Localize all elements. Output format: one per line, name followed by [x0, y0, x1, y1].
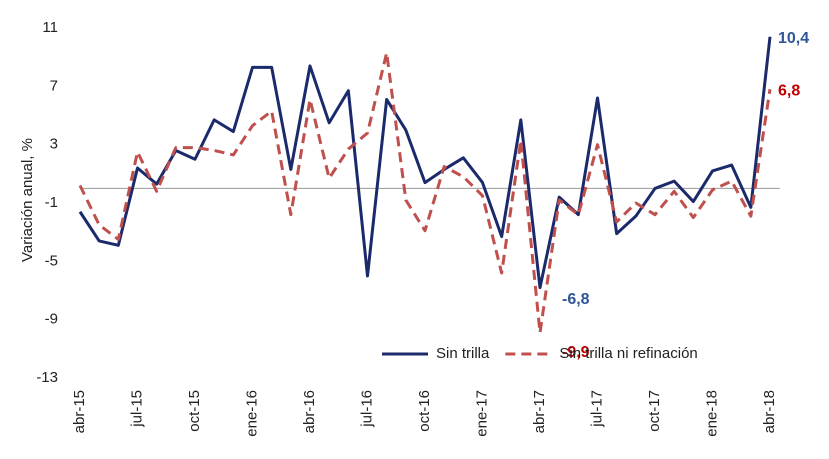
- x-tick-label: ene-17: [473, 390, 490, 437]
- x-tick-label: jul-16: [358, 390, 375, 428]
- x-tick-label: ene-18: [703, 390, 720, 437]
- y-tick-label: 7: [50, 77, 58, 94]
- series-line: [78, 36, 772, 290]
- x-tick-label: oct-16: [416, 390, 433, 432]
- y-tick-label: -9: [45, 311, 58, 328]
- legend-label: Sin trilla: [436, 345, 490, 362]
- x-tick-label: oct-15: [186, 390, 203, 432]
- value-label: 6,8: [778, 82, 800, 99]
- x-tick-label: abr-17: [531, 390, 548, 433]
- value-label: 10,4: [778, 30, 809, 47]
- series-line: [78, 51, 772, 335]
- y-tick-label: 11: [42, 19, 58, 36]
- value-label: -9,9: [562, 344, 590, 361]
- y-tick-label: 3: [50, 136, 58, 153]
- x-tick-label: jul-15: [128, 390, 145, 428]
- y-axis-label: Variación anual, %: [19, 138, 36, 262]
- x-tick-label: jul-17: [588, 390, 605, 428]
- x-tick-label: abr-18: [761, 390, 778, 433]
- x-tick-label: abr-16: [301, 390, 318, 433]
- legend-label: Sin trilla ni refinación: [559, 345, 697, 362]
- value-label: -6,8: [562, 291, 590, 308]
- x-tick-label: ene-16: [243, 390, 260, 437]
- y-tick-label: -5: [45, 252, 58, 269]
- y-tick-label: -13: [36, 369, 58, 386]
- x-tick-label: abr-15: [71, 390, 88, 433]
- x-tick-label: oct-17: [646, 390, 663, 432]
- y-tick-label: -1: [45, 194, 58, 211]
